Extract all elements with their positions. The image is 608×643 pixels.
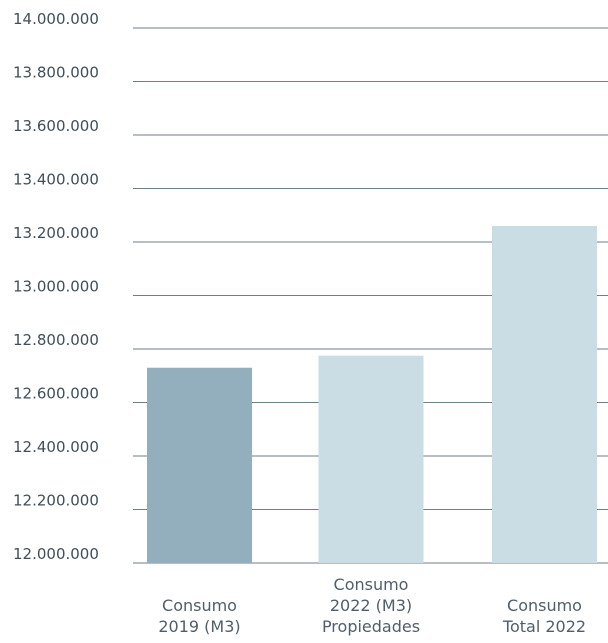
y-tick-label: 13.800.000 — [13, 64, 99, 82]
bar — [318, 355, 424, 563]
x-category-label: Consumo — [507, 596, 582, 615]
y-tick-label: 12.200.000 — [13, 492, 99, 510]
y-axis-tick-labels: 14.000.000 13.800.000 13.600.000 13.400.000… — [13, 10, 99, 563]
y-tick-label: 12.600.000 — [13, 385, 99, 403]
x-category-label: Consumo — [334, 575, 409, 594]
y-tick-label: 14.000.000 — [13, 10, 99, 28]
y-tick-label: 13.000.000 — [13, 278, 99, 296]
y-tick-label: 12.000.000 — [13, 545, 99, 563]
bar — [492, 225, 597, 563]
y-tick-label: 12.800.000 — [13, 331, 99, 349]
y-tick-label: 12.400.000 — [13, 438, 99, 456]
bars — [147, 225, 597, 563]
x-category-label: Propiedades — [322, 617, 420, 636]
x-category-label: 2019 (M3) — [158, 617, 240, 636]
x-category-label: 2022 (M3) — [330, 596, 412, 615]
bar — [147, 367, 252, 563]
x-category-label: Consumo — [162, 596, 237, 615]
x-axis-category-labels: Consumo 2019 (M3) Consumo 2022 (M3) Propieda… — [158, 575, 586, 636]
x-category-label: Total 2022 — [502, 617, 586, 636]
y-tick-label: 13.400.000 — [13, 171, 99, 189]
y-tick-label: 13.600.000 — [13, 117, 99, 135]
y-tick-label: 13.200.000 — [13, 224, 99, 242]
